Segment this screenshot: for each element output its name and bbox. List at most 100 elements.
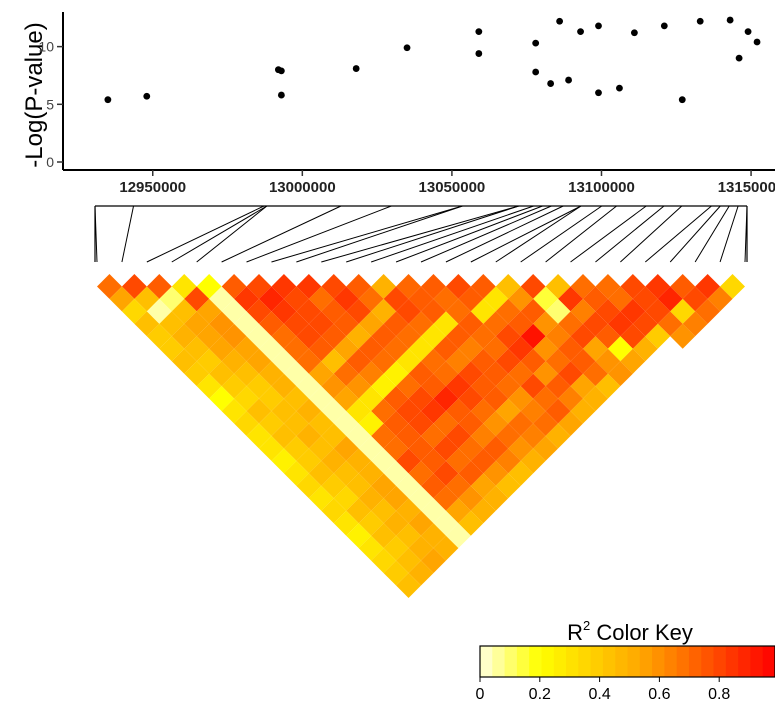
x-tick-label: 13150000	[718, 179, 775, 196]
ld-cell	[283, 361, 309, 387]
marker-connector	[545, 205, 617, 263]
marker-connector	[719, 205, 739, 263]
scatter-point	[565, 76, 572, 84]
ld-cell	[396, 274, 421, 299]
ld-cell	[545, 274, 571, 299]
scatter-point	[547, 80, 555, 87]
marker-connector	[669, 205, 721, 263]
ld-cell	[321, 473, 347, 499]
marker-connector	[420, 205, 552, 263]
scatter-point	[352, 65, 360, 72]
ld-cell	[321, 398, 347, 424]
ld-cell	[296, 398, 322, 424]
x-tick-label: 13050000	[419, 179, 486, 196]
ld-cell	[458, 361, 484, 387]
ld-cell	[670, 274, 696, 299]
ld-cell	[234, 311, 259, 337]
ld-cell	[246, 274, 272, 299]
ld-cell	[333, 436, 359, 461]
color-tick-label: 0.4	[588, 686, 610, 702]
marker-connector	[321, 205, 519, 263]
ld-cell	[396, 473, 421, 499]
color-bin	[480, 646, 493, 677]
color-bar-ticks: 0 0.2 0.4 0.6 0.8	[476, 677, 730, 703]
ld-cell	[358, 311, 384, 337]
color-bin	[615, 646, 628, 677]
color-bin	[590, 646, 604, 677]
ld-cell	[520, 398, 546, 424]
ld-cell	[333, 311, 359, 337]
scatter-point	[143, 92, 151, 100]
marker-connector	[495, 205, 582, 263]
scatter-point	[277, 91, 285, 99]
marker-connector	[620, 205, 683, 263]
marker-connector	[395, 205, 543, 263]
marker-connector	[470, 205, 582, 263]
x-tick-label: 12950000	[119, 179, 186, 196]
ld-cell	[283, 311, 309, 337]
ld-cell	[495, 398, 521, 424]
scatter-point	[532, 39, 540, 47]
marker-connector	[644, 205, 712, 263]
ld-cell	[595, 274, 621, 299]
ld-cell	[171, 274, 197, 299]
ld-cell	[121, 274, 147, 299]
ld-cell	[396, 573, 421, 598]
color-bin	[664, 646, 678, 677]
color-bin	[566, 646, 579, 677]
ld-cell	[508, 361, 534, 387]
ld-cell	[421, 274, 446, 299]
ld-heatmap	[97, 274, 745, 598]
ld-cell	[445, 398, 471, 424]
ld-cell	[346, 473, 372, 499]
ld-cell	[184, 361, 210, 387]
color-bin	[688, 646, 702, 677]
ld-cell	[371, 274, 397, 299]
color-bin	[553, 646, 567, 677]
scatter-point	[678, 96, 686, 104]
ld-cell	[383, 535, 409, 561]
color-bin	[639, 646, 653, 677]
marker-connector	[445, 205, 564, 263]
ld-cell	[146, 274, 172, 299]
ld-cell	[271, 274, 297, 299]
ld-cell	[246, 398, 272, 424]
ld-cell	[346, 398, 372, 424]
y-tick-label: 5	[46, 96, 54, 112]
ld-cell	[308, 436, 334, 461]
ld-cell	[97, 274, 122, 299]
ld-cell	[583, 311, 608, 337]
color-tick-label: 0	[476, 686, 485, 702]
color-bin	[516, 646, 530, 677]
color-bin	[701, 646, 715, 677]
scatter-point	[630, 29, 638, 37]
ld-cell	[433, 361, 459, 387]
marker-connector	[246, 205, 392, 263]
ld-cell	[495, 473, 521, 499]
marker-connector	[346, 205, 519, 263]
ld-cell	[470, 498, 496, 524]
marker-connector	[595, 205, 665, 263]
scatter-point	[475, 28, 483, 36]
ld-cell	[632, 311, 658, 337]
marker-connector	[370, 205, 534, 263]
ld-cell	[695, 298, 721, 324]
marker-connector	[744, 205, 748, 263]
scatter-point	[735, 54, 743, 62]
ld-cell	[558, 361, 583, 387]
ld-cell	[583, 361, 608, 387]
color-bin	[725, 646, 739, 677]
ld-cell	[408, 361, 434, 387]
ld-cell	[483, 436, 509, 461]
ld-cell	[433, 311, 459, 337]
scatter-plot: -Log(P-value) 0 5 10 12950000 13000000 13050…	[21, 12, 775, 196]
ld-cell	[545, 398, 571, 424]
color-bin	[492, 646, 506, 677]
ld-cell	[209, 311, 235, 337]
scatter-point	[532, 68, 540, 76]
ld-cell	[346, 523, 372, 549]
color-bin	[504, 646, 518, 677]
scatter-point	[595, 89, 602, 97]
